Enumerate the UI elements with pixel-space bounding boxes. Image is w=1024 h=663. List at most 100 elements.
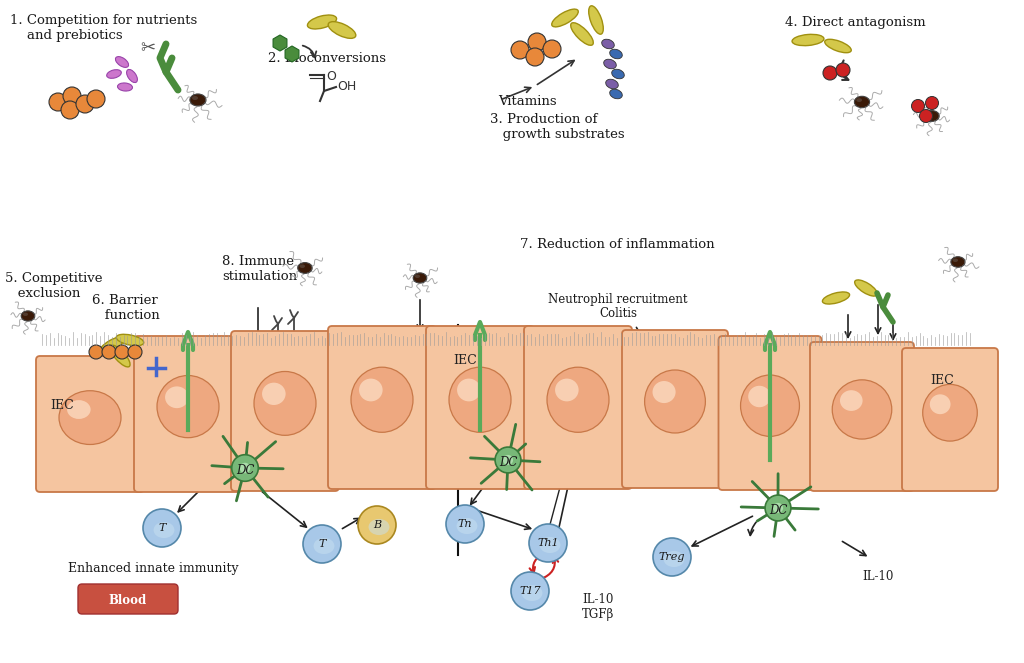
Ellipse shape	[856, 97, 867, 106]
Ellipse shape	[929, 113, 936, 119]
Text: DC: DC	[769, 503, 787, 516]
Ellipse shape	[609, 90, 623, 99]
Ellipse shape	[927, 113, 932, 116]
Ellipse shape	[824, 39, 851, 52]
Circle shape	[102, 345, 116, 359]
Circle shape	[926, 97, 939, 109]
Circle shape	[526, 48, 544, 66]
FancyBboxPatch shape	[810, 342, 914, 491]
Ellipse shape	[118, 83, 132, 91]
Circle shape	[503, 455, 513, 465]
Text: Enhanced innate immunity: Enhanced innate immunity	[68, 562, 239, 575]
Circle shape	[358, 506, 396, 544]
Circle shape	[823, 66, 837, 80]
Circle shape	[773, 503, 783, 513]
Text: 4. Direct antagonism: 4. Direct antagonism	[785, 16, 926, 29]
Ellipse shape	[664, 551, 684, 567]
Text: OH: OH	[337, 80, 356, 93]
Ellipse shape	[952, 258, 964, 266]
Text: O: O	[326, 70, 336, 82]
FancyBboxPatch shape	[36, 356, 144, 492]
Ellipse shape	[127, 70, 137, 83]
Ellipse shape	[99, 337, 124, 353]
Text: 1. Competition for nutrients
    and prebiotics: 1. Competition for nutrients and prebiot…	[10, 14, 198, 42]
Ellipse shape	[602, 39, 614, 49]
Ellipse shape	[604, 59, 616, 69]
Ellipse shape	[369, 519, 389, 535]
Ellipse shape	[457, 518, 477, 534]
Ellipse shape	[589, 6, 603, 34]
Ellipse shape	[307, 15, 337, 29]
FancyBboxPatch shape	[134, 336, 242, 492]
Ellipse shape	[856, 98, 862, 102]
Ellipse shape	[301, 265, 308, 271]
Text: 8. Immune
stimulation: 8. Immune stimulation	[222, 255, 297, 283]
Circle shape	[920, 109, 933, 123]
Ellipse shape	[303, 267, 307, 269]
Ellipse shape	[189, 94, 206, 106]
Text: 2. Bioconversions: 2. Bioconversions	[268, 52, 386, 65]
Text: 7. Reduction of inflammation: 7. Reduction of inflammation	[520, 238, 715, 251]
Ellipse shape	[59, 391, 121, 444]
Ellipse shape	[417, 275, 423, 280]
Text: IL-10
TGFβ: IL-10 TGFβ	[582, 593, 614, 621]
Ellipse shape	[165, 387, 188, 408]
Ellipse shape	[25, 314, 32, 318]
Ellipse shape	[611, 69, 625, 79]
Ellipse shape	[956, 261, 959, 263]
Ellipse shape	[609, 49, 623, 59]
Ellipse shape	[570, 23, 593, 45]
Text: B: B	[373, 520, 381, 530]
Circle shape	[446, 505, 484, 543]
Ellipse shape	[457, 379, 480, 401]
FancyBboxPatch shape	[231, 331, 339, 491]
Text: Colitis: Colitis	[599, 307, 637, 320]
Ellipse shape	[952, 259, 958, 262]
Circle shape	[529, 524, 567, 562]
Ellipse shape	[740, 375, 800, 436]
Ellipse shape	[547, 367, 609, 432]
Text: 6. Barrier
   function: 6. Barrier function	[92, 294, 160, 322]
Ellipse shape	[110, 345, 130, 367]
Ellipse shape	[116, 56, 129, 68]
Text: Treg: Treg	[658, 552, 685, 562]
Circle shape	[63, 87, 81, 105]
Circle shape	[495, 447, 521, 473]
FancyBboxPatch shape	[524, 326, 632, 489]
Ellipse shape	[23, 312, 33, 320]
Circle shape	[128, 345, 142, 359]
Ellipse shape	[262, 383, 286, 405]
Ellipse shape	[854, 96, 869, 107]
FancyBboxPatch shape	[622, 330, 728, 488]
Circle shape	[765, 495, 791, 521]
Text: T: T	[159, 523, 166, 533]
Ellipse shape	[351, 367, 413, 432]
FancyBboxPatch shape	[78, 584, 178, 614]
Ellipse shape	[652, 381, 676, 403]
Ellipse shape	[449, 367, 511, 432]
Ellipse shape	[106, 70, 121, 78]
Circle shape	[543, 40, 561, 58]
Ellipse shape	[833, 380, 892, 439]
Ellipse shape	[418, 276, 422, 279]
Ellipse shape	[954, 259, 962, 265]
Circle shape	[231, 455, 258, 481]
Ellipse shape	[606, 79, 618, 89]
Circle shape	[76, 95, 94, 113]
Text: Tn: Tn	[458, 519, 472, 529]
Text: IEC: IEC	[454, 353, 477, 367]
Ellipse shape	[860, 101, 864, 103]
Ellipse shape	[117, 334, 143, 345]
Ellipse shape	[415, 274, 425, 282]
Ellipse shape	[154, 522, 174, 538]
Circle shape	[143, 509, 181, 547]
Text: 5. Competitive
   exclusion: 5. Competitive exclusion	[5, 272, 102, 300]
Ellipse shape	[840, 391, 862, 411]
Circle shape	[528, 33, 546, 51]
Ellipse shape	[792, 34, 824, 46]
Ellipse shape	[20, 311, 35, 321]
Ellipse shape	[521, 585, 543, 601]
Ellipse shape	[925, 111, 939, 121]
Text: DC: DC	[236, 463, 254, 477]
Text: Blood: Blood	[109, 593, 147, 607]
